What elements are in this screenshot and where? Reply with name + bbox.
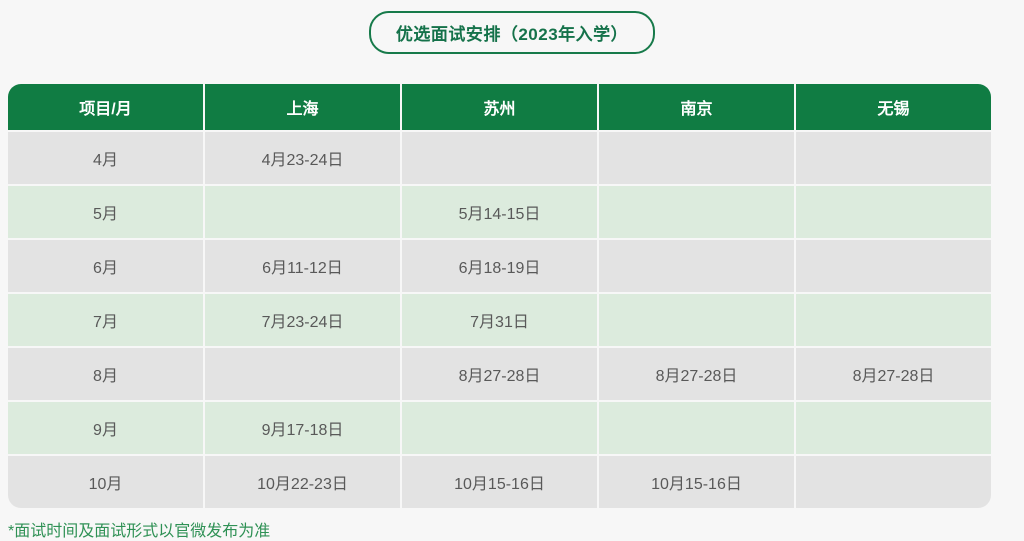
table-cell: 6月11-12日 [205,240,400,292]
table-cell [796,186,991,238]
column-header-wuxi: 无锡 [796,84,991,130]
table-row-october: 10月 10月22-23日 10月15-16日 10月15-16日 [8,456,991,508]
table-cell [796,456,991,508]
cell-month: 8月 [8,348,203,400]
table-cell [796,294,991,346]
table-cell [796,402,991,454]
cell-month: 10月 [8,456,203,508]
table-cell: 4月23-24日 [205,132,400,184]
table-row-may: 5月 5月14-15日 [8,186,991,238]
title-bar: 优选面试安排（2023年入学） [0,0,1024,54]
table-cell [205,186,400,238]
table-row-april: 4月 4月23-24日 [8,132,991,184]
table-cell [599,240,794,292]
column-header-suzhou: 苏州 [402,84,597,130]
cell-month: 6月 [8,240,203,292]
table-row-july: 7月 7月23-24日 7月31日 [8,294,991,346]
table-cell [796,240,991,292]
table-cell: 7月23-24日 [205,294,400,346]
table-cell [599,132,794,184]
table-cell: 8月27-28日 [796,348,991,400]
table-cell [402,402,597,454]
table-cell [599,402,794,454]
table-cell: 8月27-28日 [402,348,597,400]
column-header-shanghai: 上海 [205,84,400,130]
table-cell: 6月18-19日 [402,240,597,292]
table-cell [205,348,400,400]
column-header-nanjing: 南京 [599,84,794,130]
cell-month: 9月 [8,402,203,454]
table-cell [599,294,794,346]
table-cell [402,132,597,184]
column-header-month: 项目/月 [8,84,203,130]
table-cell: 9月17-18日 [205,402,400,454]
cell-month: 7月 [8,294,203,346]
table-cell [599,186,794,238]
cell-month: 4月 [8,132,203,184]
table-cell: 5月14-15日 [402,186,597,238]
table-cell: 10月22-23日 [205,456,400,508]
table-row-june: 6月 6月11-12日 6月18-19日 [8,240,991,292]
table-header-row: 项目/月 上海 苏州 南京 无锡 [8,84,991,130]
table-cell: 10月15-16日 [599,456,794,508]
page-title: 优选面试安排（2023年入学） [368,11,656,54]
table-cell: 8月27-28日 [599,348,794,400]
table-row-september: 9月 9月17-18日 [8,402,991,454]
table-cell: 10月15-16日 [402,456,597,508]
table-cell: 7月31日 [402,294,597,346]
footnote: *面试时间及面试形式以官微发布为准 [8,523,271,540]
interview-schedule-table: 项目/月 上海 苏州 南京 无锡 4月 4月23-24日 5月 5月14-15日 [6,82,993,510]
table-row-august: 8月 8月27-28日 8月27-28日 8月27-28日 [8,348,991,400]
table-cell [796,132,991,184]
cell-month: 5月 [8,186,203,238]
